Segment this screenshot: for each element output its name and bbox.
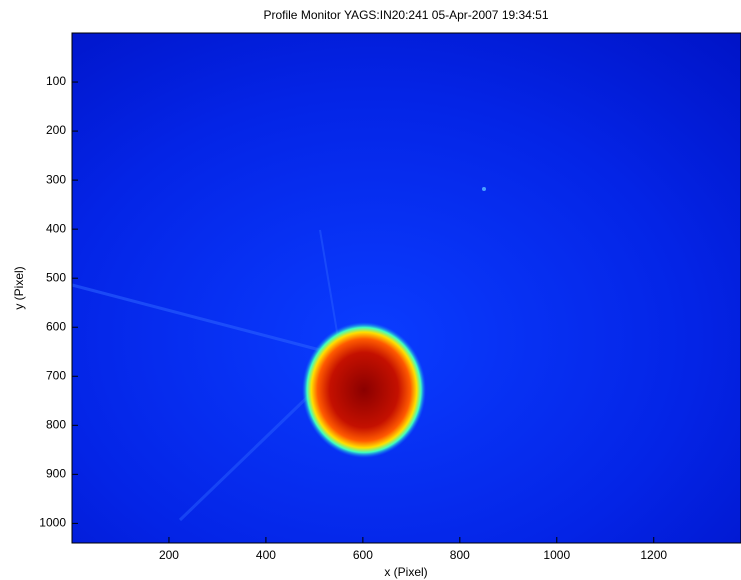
chart-title: Profile Monitor YAGS:IN20:241 05-Apr-200… bbox=[263, 8, 548, 22]
y-tick-label: 500 bbox=[46, 270, 66, 284]
x-axis-label: x (Pixel) bbox=[384, 565, 427, 579]
y-tick-label: 800 bbox=[46, 417, 66, 431]
x-tick-label: 600 bbox=[353, 548, 373, 562]
y-tick-label: 1000 bbox=[39, 516, 66, 530]
beam-spot bbox=[302, 322, 426, 458]
y-tick-label: 600 bbox=[46, 319, 66, 333]
hot-spot bbox=[482, 187, 486, 191]
y-tick-label: 700 bbox=[46, 368, 66, 382]
chart: Profile Monitor YAGS:IN20:241 05-Apr-200… bbox=[0, 0, 741, 580]
page: Profile Monitor YAGS:IN20:241 05-Apr-200… bbox=[0, 0, 741, 580]
y-tick-label: 200 bbox=[46, 123, 66, 137]
image-background bbox=[72, 33, 741, 543]
y-tick-label: 300 bbox=[46, 172, 66, 186]
x-tick-label: 200 bbox=[159, 548, 179, 562]
y-tick-label: 400 bbox=[46, 221, 66, 235]
x-tick-label: 800 bbox=[450, 548, 470, 562]
y-tick-label: 100 bbox=[46, 74, 66, 88]
x-tick-label: 1000 bbox=[543, 548, 570, 562]
y-axis-label: y (Pixel) bbox=[12, 266, 26, 309]
x-tick-label: 1200 bbox=[640, 548, 667, 562]
y-tick-label: 900 bbox=[46, 467, 66, 481]
x-tick-label: 400 bbox=[256, 548, 276, 562]
